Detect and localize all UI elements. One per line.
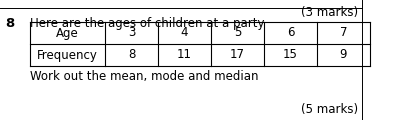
Text: 6: 6 xyxy=(286,27,294,39)
Text: 4: 4 xyxy=(180,27,188,39)
Text: 8: 8 xyxy=(5,17,14,30)
Text: 11: 11 xyxy=(176,48,192,61)
Text: 9: 9 xyxy=(339,48,346,61)
Text: 5: 5 xyxy=(233,27,241,39)
Text: 15: 15 xyxy=(282,48,297,61)
Text: Work out the mean, mode and median: Work out the mean, mode and median xyxy=(30,70,258,83)
Text: 3: 3 xyxy=(128,27,135,39)
Text: (5 marks): (5 marks) xyxy=(300,103,357,116)
Text: Frequency: Frequency xyxy=(37,48,98,61)
Text: Age: Age xyxy=(56,27,79,39)
Text: 17: 17 xyxy=(229,48,244,61)
Text: 8: 8 xyxy=(128,48,135,61)
Text: 7: 7 xyxy=(339,27,346,39)
Text: Here are the ages of children at a party: Here are the ages of children at a party xyxy=(30,17,264,30)
Text: (3 marks): (3 marks) xyxy=(300,6,357,19)
